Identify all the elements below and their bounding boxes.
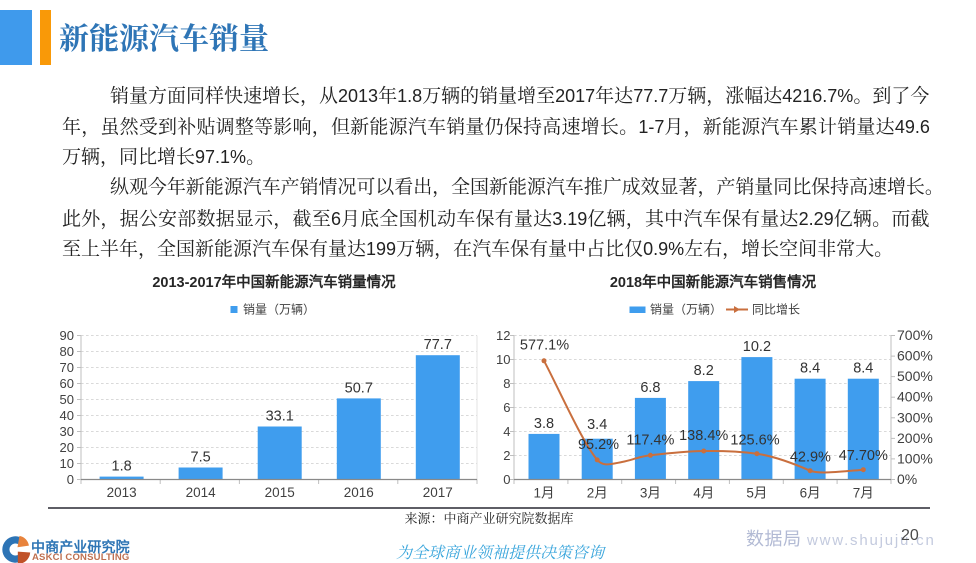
svg-text:8.4: 8.4 (800, 361, 820, 377)
svg-text:12: 12 (496, 328, 510, 343)
svg-text:0%: 0% (897, 471, 917, 487)
svg-text:80: 80 (60, 344, 74, 359)
svg-text:500%: 500% (897, 368, 933, 384)
svg-text:117.4%: 117.4% (626, 433, 674, 449)
svg-text:1月: 1月 (533, 486, 554, 501)
svg-text:10.2: 10.2 (743, 339, 771, 355)
svg-text:2016: 2016 (344, 485, 374, 500)
svg-text:600%: 600% (897, 348, 933, 364)
svg-text:8: 8 (503, 376, 510, 391)
svg-text:0: 0 (503, 472, 510, 487)
svg-text:60: 60 (60, 376, 74, 391)
svg-text:700%: 700% (897, 327, 933, 343)
svg-text:577.1%: 577.1% (520, 338, 569, 354)
svg-text:2018年中国新能源汽车销售情况: 2018年中国新能源汽车销售情况 (610, 273, 817, 291)
svg-text:10: 10 (60, 456, 74, 471)
svg-text:6: 6 (503, 400, 510, 415)
svg-text:5月: 5月 (746, 486, 767, 501)
svg-text:50.7: 50.7 (345, 380, 373, 396)
svg-text:138.4%: 138.4% (679, 428, 728, 444)
svg-text:42.9%: 42.9% (790, 450, 831, 466)
svg-text:6月: 6月 (800, 486, 821, 501)
svg-text:70: 70 (60, 360, 74, 375)
svg-text:2013-2017年中国新能源汽车销量情况: 2013-2017年中国新能源汽车销量情况 (152, 273, 396, 291)
svg-text:2017: 2017 (423, 485, 453, 500)
svg-text:100%: 100% (897, 450, 933, 466)
svg-text:3.4: 3.4 (587, 417, 607, 433)
svg-text:200%: 200% (897, 430, 933, 446)
svg-text:3月: 3月 (640, 486, 661, 501)
svg-text:400%: 400% (897, 389, 933, 405)
svg-text:8.2: 8.2 (694, 363, 714, 379)
svg-text:33.1: 33.1 (266, 409, 294, 425)
svg-text:20: 20 (60, 440, 74, 455)
svg-text:10: 10 (496, 352, 510, 367)
svg-text:50: 50 (60, 392, 74, 407)
svg-text:7.5: 7.5 (191, 450, 211, 466)
svg-text:40: 40 (60, 408, 74, 423)
svg-text:6.8: 6.8 (640, 380, 660, 396)
svg-text:1.8: 1.8 (112, 459, 132, 475)
svg-text:2015: 2015 (265, 485, 295, 500)
svg-text:0: 0 (67, 472, 74, 487)
svg-text:90: 90 (60, 328, 74, 343)
svg-text:2013: 2013 (107, 485, 137, 500)
svg-text:2月: 2月 (587, 486, 608, 501)
svg-text:2014: 2014 (186, 485, 217, 500)
svg-text:同比增长: 同比增长 (752, 303, 800, 317)
svg-text:8.4: 8.4 (853, 361, 873, 377)
svg-text:30: 30 (60, 424, 74, 439)
svg-text:4: 4 (503, 424, 510, 439)
svg-text:95.2%: 95.2% (578, 437, 619, 453)
svg-text:7月: 7月 (853, 486, 874, 501)
svg-text:4月: 4月 (693, 486, 714, 501)
svg-text:300%: 300% (897, 409, 933, 425)
svg-text:125.6%: 125.6% (730, 433, 779, 449)
svg-text:销量（万辆）: 销量（万辆） (650, 303, 722, 317)
svg-text:3.8: 3.8 (534, 416, 554, 432)
svg-text:47.70%: 47.70% (839, 448, 888, 464)
svg-text:2: 2 (503, 448, 510, 463)
svg-text:来源：中商产业研究院数据库: 来源：中商产业研究院数据库 (404, 511, 573, 526)
svg-text:77.7: 77.7 (424, 337, 452, 353)
svg-text:销量（万辆）: 销量（万辆） (243, 303, 315, 317)
